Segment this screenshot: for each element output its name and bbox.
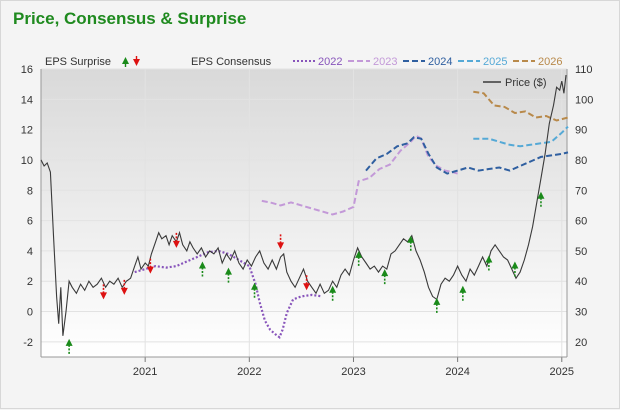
- right-axis-tick-label: 70: [575, 185, 587, 197]
- consensus-line-2025: [473, 125, 569, 148]
- surprise-marker-up: [329, 285, 337, 301]
- surprise-marker-up: [407, 235, 415, 251]
- surprise-up-arrow: [459, 285, 467, 293]
- consensus-line-2026: [473, 90, 569, 122]
- surprise-marker-up: [485, 255, 493, 271]
- surprise-down-arrow: [172, 240, 180, 248]
- legend-eps-surprise-label: EPS Surprise: [45, 56, 111, 68]
- surprise-up-arrow: [224, 267, 232, 275]
- surprise-up-arrow: [407, 235, 415, 243]
- x-axis-tick-label: 2025: [550, 366, 574, 378]
- left-axis-tick-label: 12: [21, 125, 33, 137]
- surprise-marker-up: [381, 269, 389, 285]
- legend-label-2024: 2024: [428, 56, 452, 68]
- left-axis-tick-label: -2: [23, 337, 33, 349]
- price-line: [40, 75, 567, 336]
- surprise-up-arrow: [537, 191, 545, 199]
- right-axis-tick-label: 90: [575, 125, 587, 137]
- surprise-marker-up: [433, 297, 441, 313]
- consensus-line-2022: [134, 249, 323, 340]
- x-axis-tick-label: 2023: [341, 366, 365, 378]
- surprise-marker-up: [511, 261, 519, 277]
- surprise-down-arrow: [303, 283, 311, 291]
- surprise-up-arrow: [355, 250, 363, 258]
- surprise-marker-up: [537, 191, 545, 207]
- legend-price-label: Price ($): [505, 77, 547, 89]
- chart-title: Price, Consensus & Surprise: [13, 9, 247, 28]
- legend-label-2026: 2026: [538, 56, 562, 68]
- surprise-marker-down: [146, 258, 154, 274]
- legend-up-arrow-icon: [122, 57, 129, 64]
- surprise-up-arrow: [381, 269, 389, 277]
- right-axis-tick-label: 20: [575, 337, 587, 349]
- surprise-marker-down: [303, 275, 311, 291]
- legend-label-2025: 2025: [483, 56, 507, 68]
- x-axis-tick-label: 2021: [133, 366, 157, 378]
- surprise-marker-up: [198, 261, 206, 277]
- legend-label-2023: 2023: [373, 56, 397, 68]
- right-axis-tick-label: 100: [575, 94, 593, 106]
- surprise-marker-down: [172, 232, 180, 248]
- plot-area: [41, 69, 567, 357]
- right-axis-tick-label: 110: [575, 64, 593, 76]
- surprise-up-arrow: [198, 261, 206, 269]
- surprise-marker-up: [224, 267, 232, 283]
- right-axis-tick-label: 80: [575, 155, 587, 167]
- surprise-marker-down: [277, 234, 285, 250]
- left-axis-tick-label: 14: [21, 94, 33, 106]
- surprise-marker-down: [99, 284, 107, 300]
- surprise-marker-up: [251, 282, 259, 298]
- surprise-up-arrow: [485, 255, 493, 263]
- x-axis-tick-label: 2024: [445, 366, 469, 378]
- surprise-up-arrow: [329, 285, 337, 293]
- left-axis-tick-label: 4: [27, 246, 33, 258]
- consensus-line-2024: [365, 136, 569, 175]
- legend-label-2022: 2022: [318, 56, 342, 68]
- surprise-up-arrow: [511, 261, 519, 269]
- right-axis-tick-label: 60: [575, 216, 587, 228]
- surprise-marker-up: [459, 285, 467, 301]
- surprise-up-arrow: [251, 282, 259, 290]
- surprise-up-arrow: [433, 297, 441, 305]
- right-axis-tick-label: 30: [575, 307, 587, 319]
- surprise-down-arrow: [120, 287, 128, 295]
- left-axis-tick-label: 16: [21, 64, 33, 76]
- legend-eps-consensus-label: EPS Consensus: [191, 56, 272, 68]
- surprise-up-arrow: [65, 338, 73, 346]
- x-axis-tick-label: 2022: [237, 366, 261, 378]
- surprise-down-arrow: [99, 292, 107, 300]
- left-axis-tick-label: 0: [27, 307, 33, 319]
- left-axis-tick-label: 10: [21, 155, 33, 167]
- surprise-down-arrow: [146, 266, 154, 274]
- right-axis-tick-label: 50: [575, 246, 587, 258]
- surprise-marker-up: [65, 338, 73, 354]
- legend-down-arrow-icon: [133, 59, 140, 66]
- surprise-down-arrow: [277, 242, 285, 250]
- surprise-marker-up: [355, 250, 363, 266]
- left-axis-tick-label: 6: [27, 216, 33, 228]
- surprise-marker-down: [120, 279, 128, 295]
- right-axis-tick-label: 40: [575, 276, 587, 288]
- left-axis-tick-label: 2: [27, 276, 33, 288]
- left-axis-tick-label: 8: [27, 185, 33, 197]
